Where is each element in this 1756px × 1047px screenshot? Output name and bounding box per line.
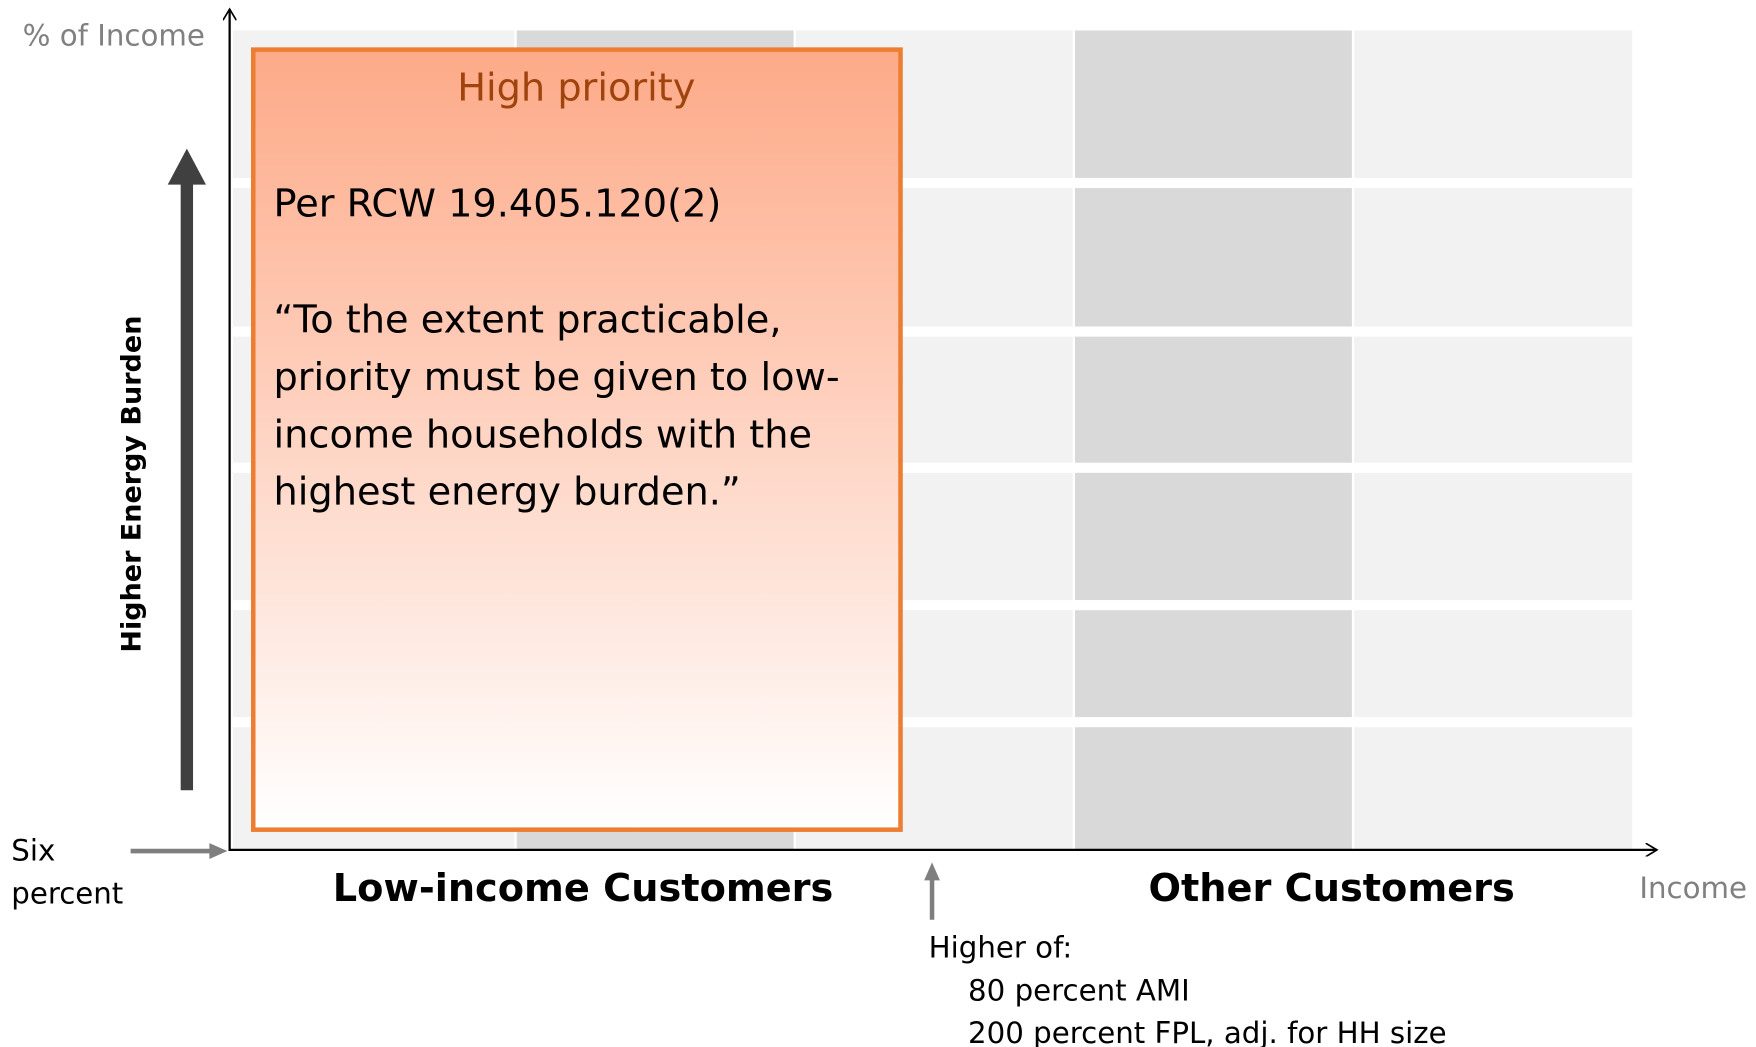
grid-cell: [1074, 30, 1352, 178]
baseline-label: Six: [11, 834, 55, 868]
grid-cell: [1354, 472, 1633, 601]
grid-cell: [1074, 188, 1352, 327]
threshold-title: Higher of:: [929, 930, 1073, 964]
quote-line: income households with the: [274, 412, 813, 457]
threshold-item: 200 percent FPL, adj. for HH size: [968, 1016, 1447, 1047]
grid-cell: [1074, 727, 1352, 850]
grid-cell: [1074, 472, 1352, 601]
quote-line: priority must be given to low-: [274, 355, 840, 400]
grid-cell: [1354, 610, 1633, 718]
priority-title: High priority: [457, 66, 695, 111]
y-axis-label: % of Income: [23, 19, 205, 53]
baseline-label: percent: [11, 876, 123, 910]
group-label: Low-income Customers: [333, 866, 834, 911]
group-label: Other Customers: [1148, 866, 1514, 911]
grid-cell: [1354, 727, 1633, 850]
quote: “To the extent practicable, priority must…: [274, 298, 840, 515]
burden-arrowhead: [167, 148, 206, 185]
side-label: Higher Energy Burden: [116, 316, 147, 653]
threshold-item: 80 percent AMI: [968, 973, 1190, 1007]
grid-cell: [1354, 336, 1633, 463]
grid-cell: [1354, 188, 1633, 327]
grid-cell: [1354, 30, 1633, 178]
grid-cell: [1074, 336, 1352, 463]
citation: Per RCW 19.405.120(2): [274, 182, 722, 227]
x-axis-label: Income: [1639, 871, 1747, 905]
quote-line: “To the extent practicable,: [274, 298, 782, 343]
priority-box: [251, 47, 903, 832]
threshold-arrowhead: [924, 862, 940, 881]
baseline-arrowhead: [209, 843, 228, 859]
quote-line: highest energy burden.”: [274, 470, 741, 515]
grid-cell: [1074, 610, 1352, 718]
